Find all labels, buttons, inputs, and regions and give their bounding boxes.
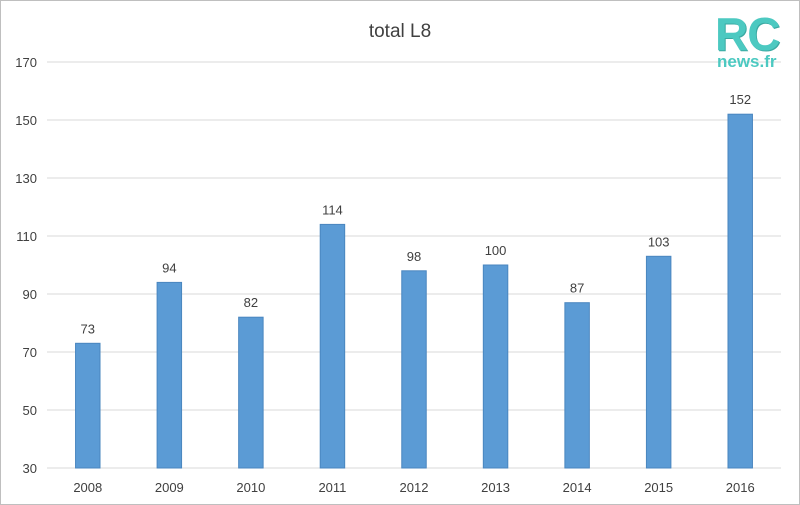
bar-2010 — [238, 316, 264, 469]
x-tick-label: 2015 — [644, 480, 673, 495]
x-tick-label: 2013 — [481, 480, 510, 495]
x-axis: 2008 2009 2010 2011 2012 2013 2014 2015 2016 — [73, 480, 754, 495]
rcnews-logo: RC news.fr — [713, 9, 789, 75]
y-tick-label: 130 — [15, 171, 37, 186]
data-label-2012: 98 — [407, 249, 421, 264]
y-tick-label: 50 — [23, 403, 37, 418]
logo-site: news.fr — [717, 52, 777, 71]
x-tick-label: 2008 — [73, 480, 102, 495]
chart-title: total L8 — [369, 21, 431, 42]
y-tick-label: 110 — [16, 229, 37, 244]
bar-2012 — [401, 270, 427, 469]
x-tick-label: 2016 — [726, 480, 755, 495]
bar-2008 — [75, 342, 101, 469]
bar-2011 — [319, 223, 346, 469]
x-tick-label: 2010 — [236, 480, 265, 495]
bar-2009 — [156, 281, 183, 469]
y-axis: 30 50 70 90 110 130 150 170 — [15, 55, 37, 476]
x-tick-label: 2009 — [155, 480, 184, 495]
x-tick-label: 2011 — [318, 480, 346, 495]
data-label-2013: 100 — [485, 243, 507, 258]
y-tick-label: 30 — [23, 461, 37, 476]
y-tick-label: 150 — [15, 113, 37, 128]
bar-2014 — [564, 302, 590, 469]
data-label-2015: 103 — [648, 234, 670, 249]
data-labels: 73 94 82 114 98 100 87 103 152 — [81, 92, 752, 336]
bar-2016 — [727, 113, 753, 469]
bar-2015 — [645, 255, 672, 469]
logo-brand: RC — [715, 8, 780, 60]
data-label-2014: 87 — [570, 281, 584, 296]
y-tick-label: 90 — [23, 287, 37, 302]
x-tick-label: 2014 — [563, 480, 592, 495]
data-label-2011: 114 — [322, 202, 343, 217]
bar-2013 — [482, 264, 509, 469]
bars — [75, 113, 753, 469]
data-label-2010: 82 — [244, 295, 258, 310]
data-label-2016: 152 — [729, 92, 751, 107]
y-tick-label: 170 — [15, 55, 37, 70]
x-tick-label: 2012 — [400, 480, 429, 495]
y-tick-label: 70 — [23, 345, 37, 360]
data-label-2008: 73 — [81, 321, 95, 336]
data-label-2009: 94 — [162, 260, 176, 275]
